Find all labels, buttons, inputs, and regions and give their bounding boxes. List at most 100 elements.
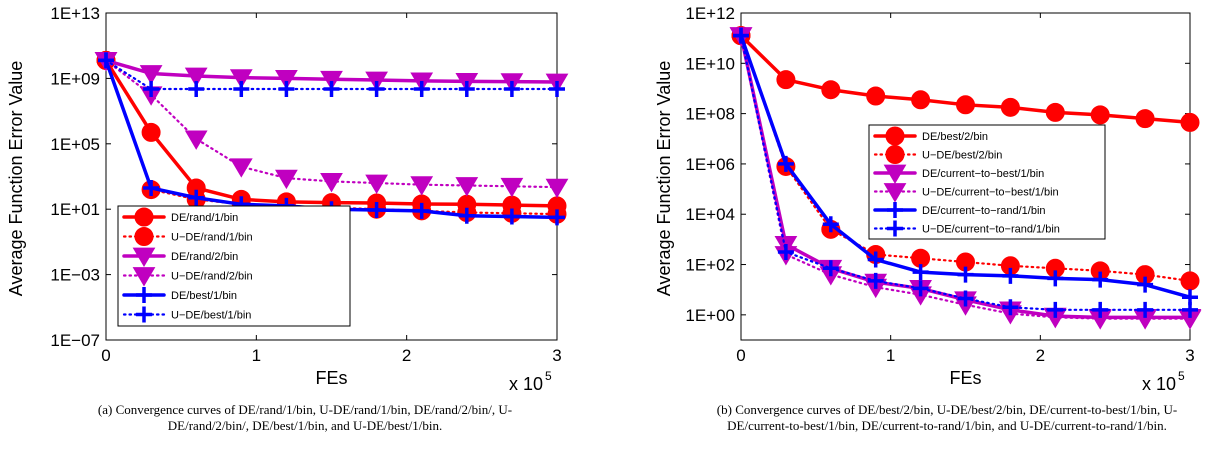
y-tick-label: 1E−07 bbox=[50, 331, 100, 350]
data-point bbox=[956, 95, 975, 115]
legend-label: U−DE/rand/2/bin bbox=[171, 271, 253, 283]
data-point bbox=[957, 266, 974, 283]
data-point bbox=[458, 207, 475, 224]
data-point bbox=[184, 67, 208, 87]
data-point bbox=[867, 272, 884, 289]
y-tick-label: 1E+12 bbox=[685, 4, 735, 23]
data-point bbox=[503, 81, 520, 98]
data-point bbox=[545, 178, 569, 199]
legend-box bbox=[117, 205, 351, 327]
legend-label: DE/rand/2/bin bbox=[171, 251, 238, 263]
y-tick-label: 1E+05 bbox=[50, 135, 100, 154]
data-point bbox=[320, 70, 343, 91]
data-point bbox=[777, 155, 794, 172]
x-tick-label: 2 bbox=[1036, 346, 1045, 365]
data-point bbox=[275, 169, 298, 190]
legend-label: U−DE/best/1/bin bbox=[171, 310, 251, 322]
data-point bbox=[98, 52, 114, 69]
x-tick-label: 1 bbox=[252, 346, 261, 365]
data-point bbox=[323, 81, 340, 98]
caption-a: (a) Convergence curves of DE/rand/1/bin,… bbox=[97, 402, 513, 433]
data-point bbox=[141, 122, 161, 142]
legend-marker bbox=[887, 220, 903, 237]
data-point bbox=[413, 81, 430, 98]
data-point bbox=[911, 90, 931, 110]
legend-marker bbox=[132, 247, 156, 267]
y-tick-label: 1E+00 bbox=[685, 306, 735, 325]
legend-label: DE/best/2/bin bbox=[922, 131, 988, 143]
y-tick-label: 1E+06 bbox=[685, 155, 735, 174]
data-point bbox=[275, 70, 298, 90]
data-point bbox=[1047, 270, 1064, 287]
legend-marker bbox=[132, 267, 156, 287]
legend-label: DE/current−to−best/1/bin bbox=[922, 168, 1044, 180]
legend-box bbox=[868, 124, 1106, 240]
data-point bbox=[1092, 301, 1109, 318]
y-tick-label: 1E+09 bbox=[50, 69, 100, 88]
y-tick-label: 1E+01 bbox=[50, 200, 100, 219]
y-tick-label: 1E−03 bbox=[50, 266, 100, 285]
data-point bbox=[320, 173, 343, 193]
data-point bbox=[822, 260, 839, 277]
data-point bbox=[143, 179, 160, 196]
legend-label: U−DE/current−to−best/1/bin bbox=[922, 187, 1059, 199]
data-point bbox=[410, 176, 434, 196]
y-tick-label: 1E+10 bbox=[685, 54, 735, 73]
legend-marker bbox=[136, 287, 152, 303]
x-axis-label: FEs bbox=[949, 368, 981, 388]
legend-marker bbox=[136, 306, 152, 323]
data-point bbox=[413, 202, 430, 219]
data-point bbox=[549, 209, 565, 226]
data-point bbox=[733, 27, 749, 44]
legend-label: DE/best/1/bin bbox=[171, 290, 237, 302]
y-tick-label: 1E+13 bbox=[50, 4, 100, 23]
data-point bbox=[867, 251, 884, 268]
data-point bbox=[500, 177, 524, 198]
data-point bbox=[184, 130, 208, 150]
data-point bbox=[143, 81, 160, 98]
data-point bbox=[777, 243, 794, 260]
x-tick-label: 2 bbox=[402, 346, 411, 365]
data-point bbox=[1137, 301, 1154, 318]
legend: DE/rand/1/bin U−DE/rand/1/bin DE/rand/2/bi… bbox=[117, 205, 351, 327]
data-point bbox=[368, 81, 385, 98]
data-point bbox=[368, 202, 385, 219]
caption-b: (b) Convergence curves of DE/best/2/bin,… bbox=[716, 402, 1178, 433]
x-exponent-base: x 10 bbox=[509, 374, 543, 394]
data-point bbox=[1180, 271, 1200, 291]
x-tick-label: 3 bbox=[1185, 346, 1194, 365]
data-point bbox=[278, 81, 295, 98]
legend-marker bbox=[134, 207, 154, 227]
data-point bbox=[1092, 271, 1109, 288]
y-tick-label: 1E+02 bbox=[685, 256, 735, 275]
data-point bbox=[1090, 105, 1110, 125]
data-point bbox=[455, 177, 479, 197]
data-point bbox=[1002, 299, 1019, 316]
legend-label: DE/current−to−rand/1/bin bbox=[922, 205, 1046, 217]
legend: DE/best/2/bin U−DE/best/2/bin DE/current−t… bbox=[868, 124, 1106, 240]
data-point bbox=[1047, 301, 1064, 318]
y-tick-label: 1E+04 bbox=[685, 205, 735, 224]
data-point bbox=[866, 86, 886, 106]
data-point bbox=[1135, 109, 1155, 129]
data-point bbox=[1137, 276, 1154, 293]
legend-marker bbox=[887, 202, 903, 218]
legend-marker bbox=[134, 227, 154, 246]
x-tick-label: 1 bbox=[886, 346, 895, 365]
series-5 bbox=[98, 52, 565, 98]
y-tick-label: 1E+08 bbox=[685, 105, 735, 124]
x-axis-label: FEs bbox=[315, 368, 347, 388]
data-point bbox=[365, 174, 388, 195]
legend-marker bbox=[885, 126, 905, 146]
chart-b: 1E+00 1E+02 1E+04 1E+06 1E+08 1E+10 1E+12 0 1 2 3 F… bbox=[654, 4, 1202, 394]
data-point bbox=[1002, 267, 1019, 284]
legend-marker bbox=[885, 145, 905, 164]
data-point bbox=[233, 81, 250, 98]
x-tick-label: 0 bbox=[736, 346, 745, 365]
data-point bbox=[503, 208, 520, 225]
legend-label: U−DE/current−to−rand/1/bin bbox=[922, 224, 1060, 236]
legend-label: U−DE/best/2/bin bbox=[922, 150, 1002, 162]
data-point bbox=[1045, 102, 1065, 122]
legend-label: U−DE/rand/1/bin bbox=[171, 232, 253, 244]
